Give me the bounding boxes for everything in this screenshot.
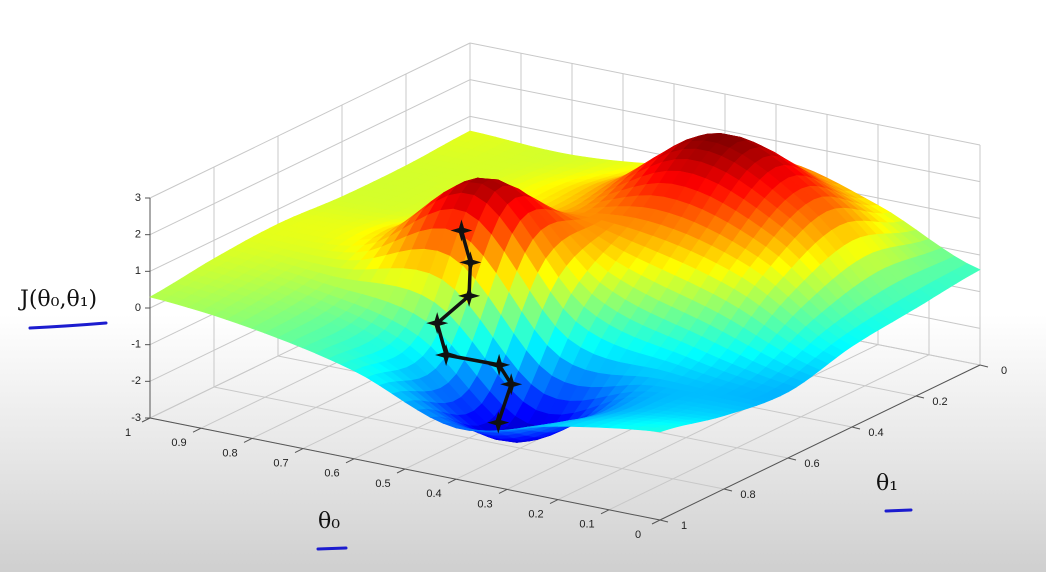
path-point xyxy=(458,284,481,307)
tick-mark xyxy=(396,468,406,474)
y-tick-label: 1 xyxy=(681,520,687,532)
x-tick-label: 0.7 xyxy=(273,458,288,470)
path-point xyxy=(500,373,523,396)
tick-mark xyxy=(141,417,151,423)
tick-mark xyxy=(659,519,669,523)
x-tick-label: 0.5 xyxy=(375,478,390,490)
tick-mark xyxy=(345,458,355,464)
x-tick-label: 1 xyxy=(125,427,131,439)
tick-mark xyxy=(651,519,661,525)
path-point xyxy=(435,343,458,366)
z-tick-label: 1 xyxy=(135,265,141,277)
grid-line xyxy=(149,79,471,236)
tick-mark xyxy=(549,499,559,505)
path-point xyxy=(487,411,510,434)
underline xyxy=(316,546,348,551)
z-tick-label: -1 xyxy=(131,339,141,351)
x-tick-label: 0.2 xyxy=(528,509,543,521)
surface xyxy=(149,130,981,443)
y-tick-label: 0.4 xyxy=(868,427,883,439)
x-axis-label: θ₀ xyxy=(318,509,340,534)
x-tick-label: 0.3 xyxy=(477,498,492,510)
x-tick-label: 0.8 xyxy=(222,447,237,459)
grid-line xyxy=(149,115,471,272)
axis-line xyxy=(659,364,981,521)
z-tick-label: 3 xyxy=(135,192,141,204)
tick-mark xyxy=(600,509,610,515)
path-point xyxy=(488,353,511,376)
y-tick-label: 0.2 xyxy=(932,396,947,408)
x-tick-label: 0 xyxy=(635,529,641,541)
y-tick-label: 0.8 xyxy=(740,489,755,501)
y-tick-label: 0 xyxy=(1001,365,1007,377)
x-tick-label: 0.4 xyxy=(426,488,441,500)
tick-mark xyxy=(787,457,797,461)
labels: -3 -2 -1 0 1 2 3 0 0.1 0.2 0.3 0.4 0.5 0.6 0.7 0.8 0.9 1 0… xyxy=(125,192,1007,541)
tick-mark xyxy=(447,478,457,484)
tick-mark xyxy=(723,488,733,492)
underline xyxy=(884,508,913,513)
tick-mark xyxy=(915,395,925,399)
x-tick-label: 0.9 xyxy=(171,437,186,449)
z-tick-label: -2 xyxy=(131,375,141,387)
underline xyxy=(28,321,108,330)
z-axis-label: J(θ₀,θ₁) xyxy=(18,287,97,312)
path-point xyxy=(459,251,482,274)
z-tick-label: 0 xyxy=(135,302,141,314)
descent-path xyxy=(426,219,523,434)
path-point xyxy=(426,312,449,335)
z-tick-label: -3 xyxy=(131,412,141,424)
y-tick-label: 0.6 xyxy=(804,458,819,470)
tick-mark xyxy=(243,437,253,443)
path-point xyxy=(450,219,473,242)
tick-mark xyxy=(192,427,202,433)
surface-patch xyxy=(647,427,669,433)
z-tick-label: 2 xyxy=(135,229,141,241)
y-axis-label: θ₁ xyxy=(876,471,898,496)
tick-mark xyxy=(294,448,304,454)
x-tick-label: 0.1 xyxy=(579,519,594,531)
tick-mark xyxy=(851,426,861,430)
grid-line xyxy=(149,42,471,199)
grid-line xyxy=(557,344,879,501)
x-tick-label: 0.6 xyxy=(324,468,339,480)
tick-mark xyxy=(498,488,508,494)
grid-line xyxy=(213,386,725,490)
tick-mark xyxy=(979,364,989,368)
grid-line xyxy=(608,354,930,511)
